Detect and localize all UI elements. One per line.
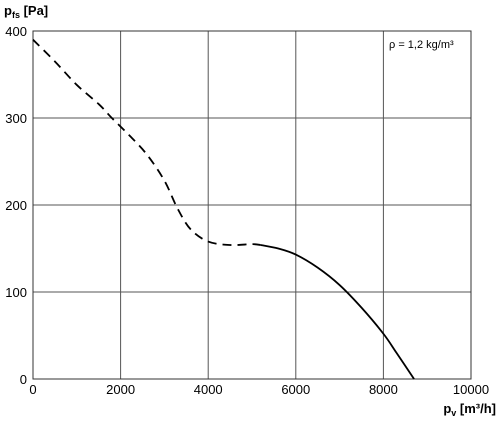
x-tick-label: 2000 — [106, 382, 135, 397]
y-tick-label: 100 — [5, 285, 27, 300]
grid — [32, 30, 472, 380]
curves — [32, 39, 415, 380]
x-tick-label: 4000 — [194, 382, 223, 397]
y-axis-label: pfs [Pa] — [4, 3, 48, 20]
x-tick-label: 0 — [29, 382, 36, 397]
x-axis-label: pv [m³/h] — [443, 401, 496, 418]
y-tick-label: 200 — [5, 198, 27, 213]
y-tick-label: 400 — [5, 24, 27, 39]
y-axis-label-sub: fs — [12, 10, 20, 20]
y-tick-label: 300 — [5, 111, 27, 126]
y-tick-label: 0 — [20, 372, 27, 387]
y-axis-label-main: p — [4, 3, 12, 18]
plot-frame — [32, 30, 472, 380]
x-axis-label-main: p — [443, 401, 451, 416]
y-tick-labels: 0 100 200 300 400 — [5, 24, 27, 387]
dashed-curve-segment — [32, 39, 261, 247]
x-axis-label-unit: [m³/h] — [456, 401, 496, 416]
x-tick-labels: 0 2000 4000 6000 8000 10000 — [29, 382, 489, 397]
y-axis-label-unit: [Pa] — [20, 3, 48, 18]
x-tick-label: 6000 — [281, 382, 310, 397]
x-axis-label-sub: v — [451, 408, 456, 418]
x-tick-label: 10000 — [453, 382, 489, 397]
solid-curve-segment — [260, 244, 415, 380]
x-tick-label: 8000 — [369, 382, 398, 397]
density-annotation: ρ = 1,2 kg/m³ — [389, 39, 454, 51]
